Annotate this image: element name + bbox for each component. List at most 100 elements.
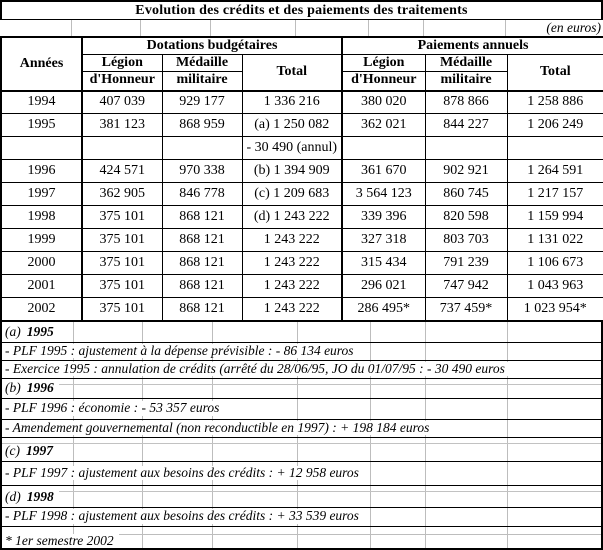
footnote-asterisk-row: * 1er semestre 2002 xyxy=(2,533,601,550)
cell-p_lh: 361 670 xyxy=(341,159,426,183)
cell-d_mm: 868 121 xyxy=(161,297,243,321)
cell-p_lh: 286 495* xyxy=(341,297,426,321)
table-row: 1997 362 905 846 778 (c) 1 209 683 3 564 123… xyxy=(0,182,603,206)
cell-d_lh: 375 101 xyxy=(81,274,163,298)
footnote-spacer-row xyxy=(2,527,601,535)
cell-d_lh: 375 101 xyxy=(81,251,163,275)
cell-d_lh: 407 039 xyxy=(81,90,163,114)
cell-d_mm: 868 121 xyxy=(161,205,243,229)
cell-d_mm: 846 778 xyxy=(161,182,243,206)
cell-d_total: 1 243 222 xyxy=(241,297,344,321)
footnote-row: - PLF 1995 : ajustement à la dépense pré… xyxy=(2,343,601,361)
cell-p_total: 1 159 994 xyxy=(506,205,603,229)
footnote-year: 1995 xyxy=(26,323,54,339)
cell-p_total xyxy=(506,136,603,160)
cell-p_total: 1 106 673 xyxy=(506,251,603,275)
cell-d_total: 1 243 222 xyxy=(241,251,344,275)
col-header-legion-p: Légion xyxy=(341,54,426,72)
footnote-text: - PLF 1995 : ajustement à la dépense pré… xyxy=(2,343,359,359)
cell-year: 1998 xyxy=(0,205,83,229)
cell-d_total: (b) 1 394 909 xyxy=(241,159,344,183)
cell-d_mm: 868 959 xyxy=(161,113,243,137)
footnote-year: 1998 xyxy=(26,488,54,504)
footnote-year: 1996 xyxy=(26,379,54,395)
cell-p_total: 1 023 954* xyxy=(506,297,603,321)
footnote-text: - Exercice 1995 : annulation de crédits … xyxy=(2,361,510,377)
cell-year: 1995 xyxy=(0,113,83,137)
cell-d_lh: 375 101 xyxy=(81,297,163,321)
cell-p_mm: 820 598 xyxy=(424,205,508,229)
cell-p_total: 1 258 886 xyxy=(506,90,603,114)
footnote-text: * 1er semestre 2002 xyxy=(2,533,119,549)
table-body: 1994 407 039 929 177 1 336 216 380 020 878 86… xyxy=(0,90,603,321)
cell-p_total: 1 131 022 xyxy=(506,228,603,252)
footnote-label-d: (d) 1998 xyxy=(2,486,601,508)
cell-d_lh: 362 905 xyxy=(81,182,163,206)
table-row: 1995 381 123 868 959 (a) 1 250 082 362 021 84… xyxy=(0,113,603,137)
cell-p_lh: 327 318 xyxy=(341,228,426,252)
cell-d_mm xyxy=(161,136,243,160)
cell-year: 1996 xyxy=(0,159,83,183)
cell-d_mm: 868 121 xyxy=(161,274,243,298)
cell-p_mm: 844 227 xyxy=(424,113,508,137)
cell-d_total: 1 243 222 xyxy=(241,274,344,298)
footnote-text: - PLF 1998 : ajustement aux besoins des … xyxy=(2,508,364,524)
table-header: Années Dotations budgétaires Paiements a… xyxy=(0,36,603,91)
footnote-label-b: (b) 1996 xyxy=(2,379,601,399)
footnote-text: - Amendement gouvernemental (non recondu… xyxy=(2,420,435,436)
cell-p_lh: 380 020 xyxy=(341,90,426,114)
cell-p_lh: 296 021 xyxy=(341,274,426,298)
cell-p_mm: 860 745 xyxy=(424,182,508,206)
cell-d_total: (c) 1 209 683 xyxy=(241,182,344,206)
cell-p_mm: 803 703 xyxy=(424,228,508,252)
cell-p_mm xyxy=(424,136,508,160)
cell-p_total: 1 264 591 xyxy=(506,159,603,183)
group-header-dotations: Dotations budgétaires xyxy=(81,36,344,55)
footnote-prefix: (b) xyxy=(5,379,21,395)
col-header-total-d: Total xyxy=(241,54,344,91)
cell-year: 1994 xyxy=(0,90,83,114)
table-row: 1998 375 101 868 121 (d) 1 243 222 339 396 82… xyxy=(0,205,603,229)
col-header-total-p: Total xyxy=(506,54,603,91)
footnote-prefix: (c) xyxy=(5,442,20,458)
cell-d_mm: 868 121 xyxy=(161,228,243,252)
cell-d_mm: 970 338 xyxy=(161,159,243,183)
grid-lines xyxy=(0,20,603,36)
cell-d_total: - 30 490 (annul) xyxy=(241,136,344,160)
cell-p_mm: 902 921 xyxy=(424,159,508,183)
col-header-medaille-d-2: militaire xyxy=(161,71,243,91)
cell-p_lh: 3 564 123 xyxy=(341,182,426,206)
cell-d_lh: 424 571 xyxy=(81,159,163,183)
cell-year: 2002 xyxy=(0,297,83,321)
cell-year: 2000 xyxy=(0,251,83,275)
footnote-row: - PLF 1996 : économie : - 53 357 euros xyxy=(2,399,601,420)
footnotes-section: (a) 1995 - PLF 1995 : ajustement à la dép… xyxy=(0,321,603,550)
footnote-year: 1997 xyxy=(25,442,53,458)
years-header: Années xyxy=(0,36,83,91)
table-row: 1999 375 101 868 121 1 243 222 327 318 803 70… xyxy=(0,228,603,252)
cell-p_lh: 362 021 xyxy=(341,113,426,137)
cell-d_lh: 375 101 xyxy=(81,228,163,252)
cell-p_lh xyxy=(341,136,426,160)
footnote-row: - PLF 1998 : ajustement aux besoins des … xyxy=(2,508,601,527)
cell-d_total: (d) 1 243 222 xyxy=(241,205,344,229)
table-row: 1996 424 571 970 338 (b) 1 394 909 361 670 90… xyxy=(0,159,603,183)
cell-p_mm: 791 239 xyxy=(424,251,508,275)
cell-p_total: 1 217 157 xyxy=(506,182,603,206)
col-header-legion-p-2: d'Honneur xyxy=(341,71,426,91)
cell-year: 1999 xyxy=(0,228,83,252)
cell-d_lh: 375 101 xyxy=(81,205,163,229)
cell-p_lh: 315 434 xyxy=(341,251,426,275)
cell-d_total: 1 243 222 xyxy=(241,228,344,252)
cell-d_total: 1 336 216 xyxy=(241,90,344,114)
footnote-row: - PLF 1997 : ajustement aux besoins des … xyxy=(2,462,601,486)
footnote-row: - Exercice 1995 : annulation de crédits … xyxy=(2,361,601,379)
page-title: Evolution des crédits et des paiements d… xyxy=(0,0,603,20)
cell-p_mm: 878 866 xyxy=(424,90,508,114)
group-header-paiements: Paiements annuels xyxy=(341,36,603,55)
cell-d_lh xyxy=(81,136,163,160)
table-row: - 30 490 (annul) xyxy=(0,136,603,160)
col-header-legion-d-2: d'Honneur xyxy=(81,71,163,91)
table-row: 1994 407 039 929 177 1 336 216 380 020 878 86… xyxy=(0,90,603,114)
